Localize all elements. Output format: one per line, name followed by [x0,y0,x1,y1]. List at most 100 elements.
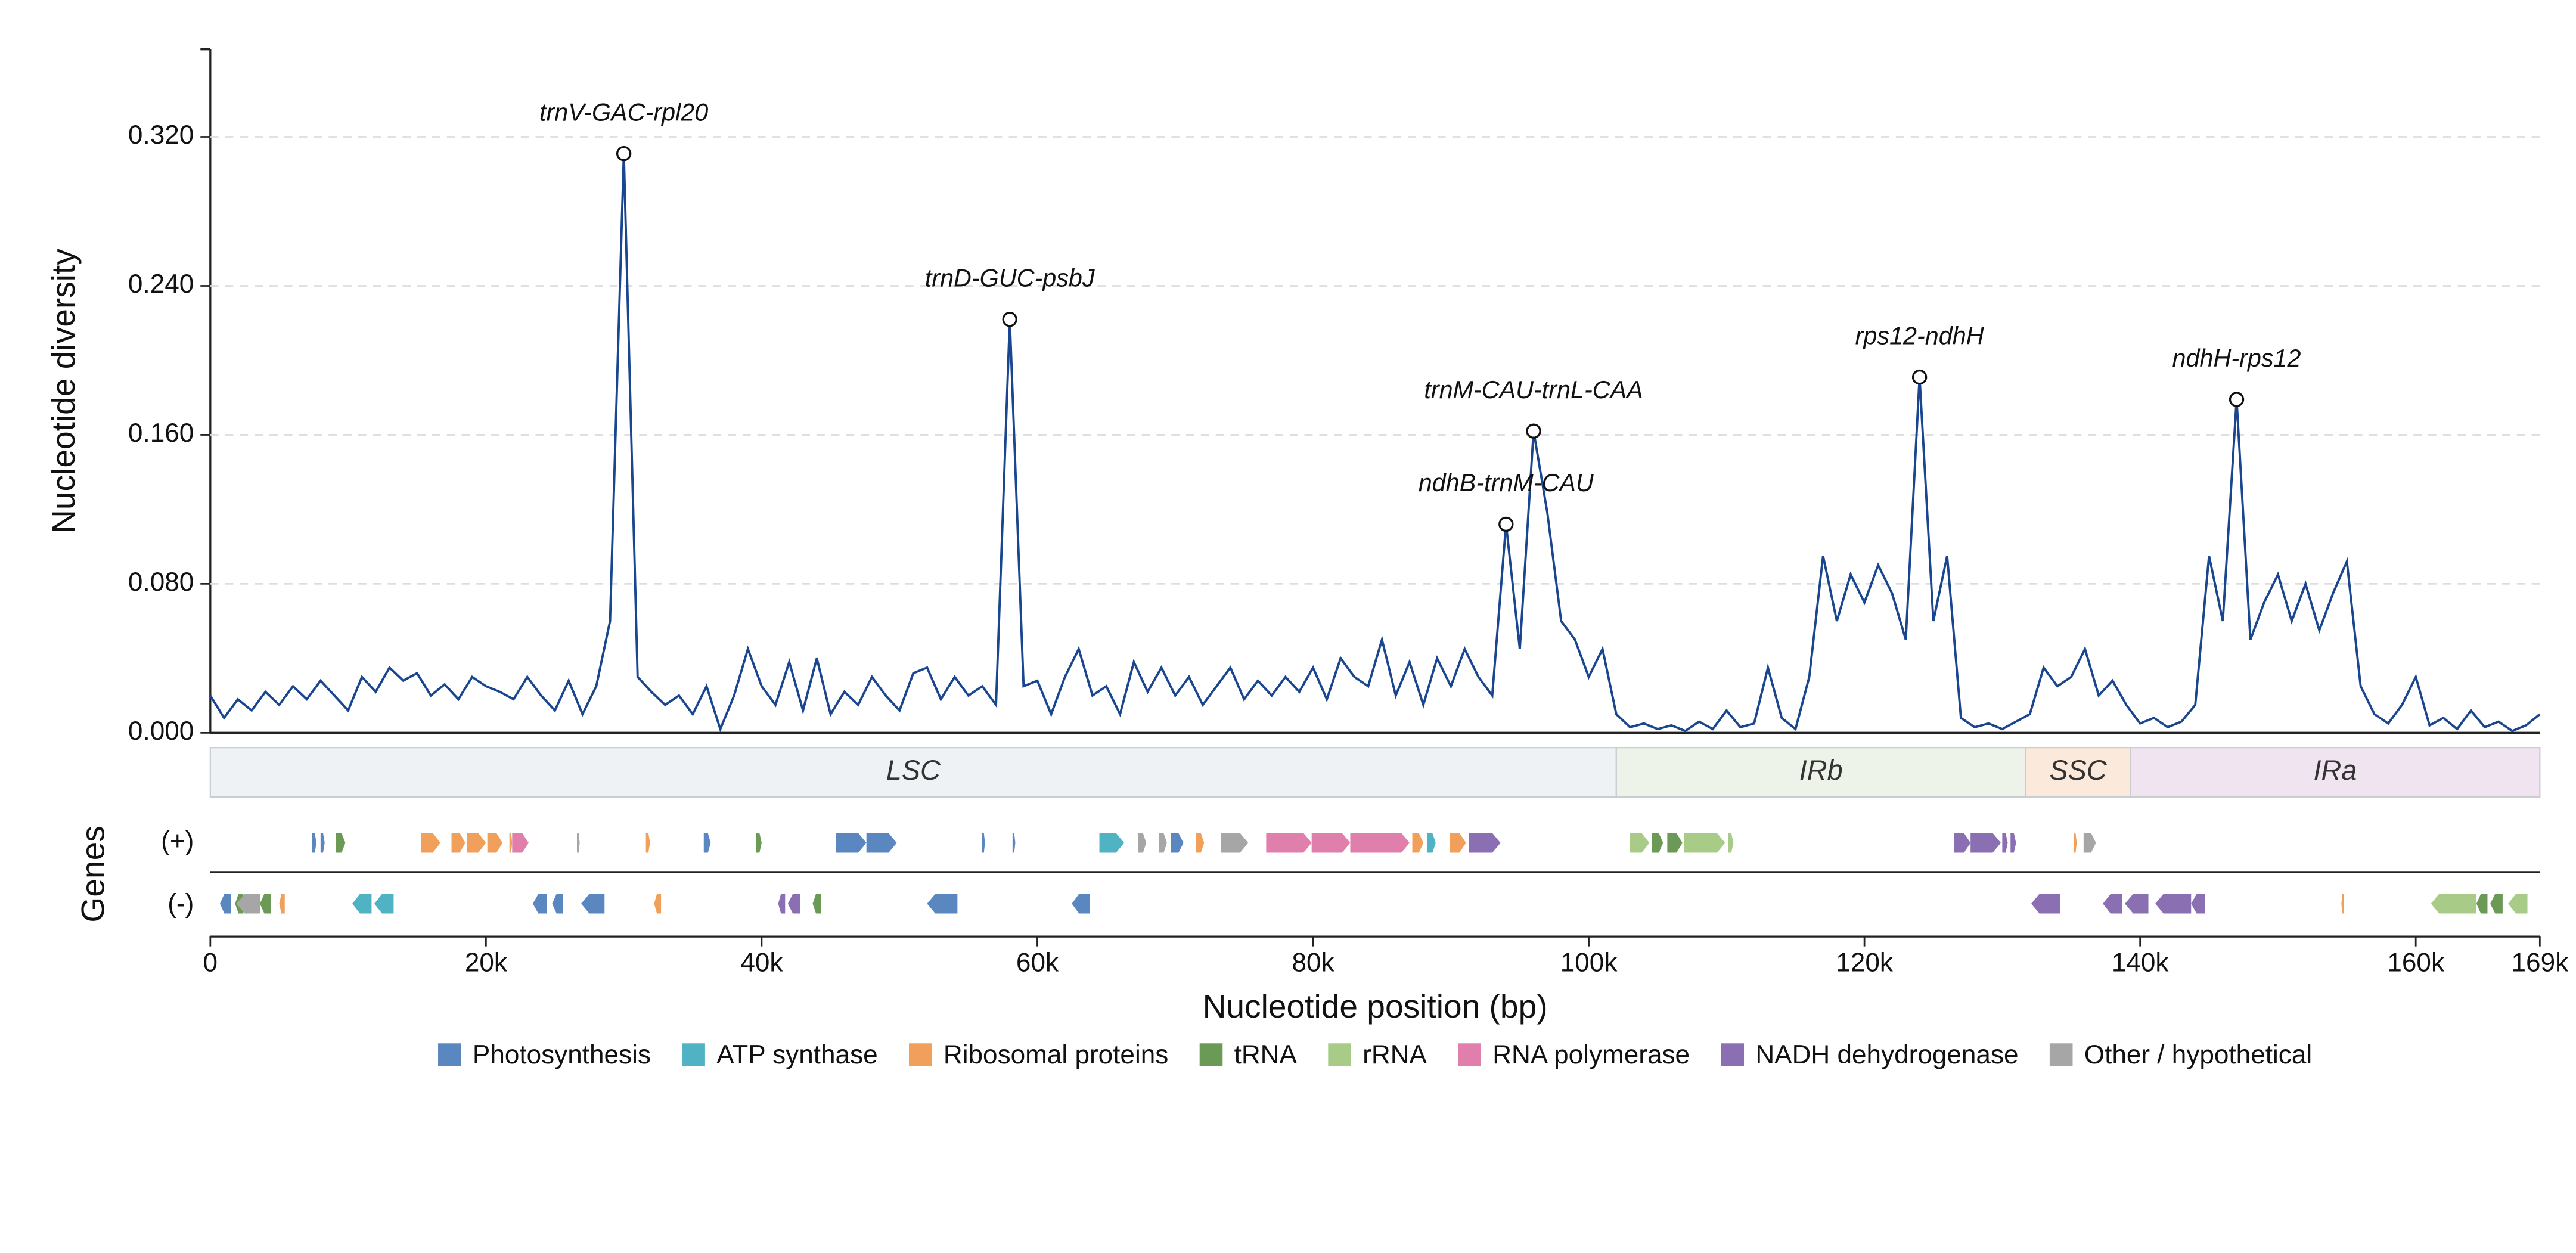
legend: Photosynthesis ATP synthase Ribosomal prot… [438,1040,2312,1069]
legend-swatch [682,1043,705,1066]
gene-arrow [1728,833,1734,853]
gene-arrow [812,894,821,914]
gene-arrow [487,833,503,853]
gene-arrow [778,894,786,914]
gene-arrow [320,833,325,853]
legend-label: ATP synthase [716,1040,877,1069]
y-tick-label: 0.000 [128,717,194,746]
gene-arrow [2431,894,2476,914]
gene-arrow [2010,833,2016,853]
legend-swatch [438,1043,461,1066]
region-label: SSC [2049,755,2107,786]
gene-arrow [1266,833,1312,853]
minus-strand-label: (-) [167,889,194,918]
gene-arrow [2341,894,2344,914]
region-band [209,747,1617,798]
peak-marker [616,145,632,162]
gene-arrow [1427,833,1436,853]
diversity-line [209,153,2541,733]
y-tick-label: 0.080 [128,567,194,597]
gene-arrow [466,833,486,853]
gene-arrow [927,894,958,914]
region-label: IRa [2313,755,2357,786]
gene-arrow [1630,833,1650,853]
gene-arrow [1138,833,1147,853]
legend-swatch [1328,1043,1351,1066]
peak-label: ndhB-trnM-CAU [1419,469,1594,497]
x-axis-label: Nucleotide position (bp) [1203,988,1548,1025]
gene-arrow [756,833,762,853]
x-tick-label: 60k [1016,948,1059,978]
gene-arrow [220,894,231,914]
gene-arrow [279,894,285,914]
x-tick-label: 120k [1836,948,1894,978]
gene-arrow [1469,833,1501,853]
peak-label: trnV-GAC-rpl20 [539,98,708,126]
gene-arrow [312,833,316,853]
gene-arrow [1954,833,1971,853]
gene-arrow [866,833,897,853]
gene-arrow [645,833,650,853]
peak-marker [1911,369,1928,385]
peak-label: trnD-GUC-psbJ [925,264,1095,291]
gene-arrow [836,833,867,853]
gene-arrow [1311,833,1351,853]
gene-arrow [1171,833,1184,853]
legend-label: NADH dehydrogenase [1755,1040,2018,1069]
gene-arrow [1158,833,1167,853]
legend-swatch [2049,1043,2073,1066]
gene-arrow [352,894,372,914]
legend-label: Ribosomal proteins [944,1040,1168,1069]
peak-label: rps12-ndhH [1855,322,1984,349]
gene-arrow [336,833,346,853]
x-tick-label: 80k [1292,948,1334,978]
gene-arrow [703,833,711,853]
legend-label: Other / hypothetical [2084,1040,2312,1069]
gene-arrow [421,833,441,853]
legend-label: rRNA [1363,1040,1427,1069]
gene-arrow [1652,833,1663,853]
region-band [2130,747,2541,798]
gene-arrow [654,894,662,914]
peak-label: ndhH-rps12 [2172,345,2301,372]
gene-arrow [2508,894,2528,914]
gene-arrow [982,833,985,853]
gene-arrow [1449,833,1466,853]
gene-arrow [2155,894,2192,914]
peak-marker [1526,423,1541,439]
gene-arrow [1350,833,1410,853]
plus-strand-label: (+) [161,827,194,856]
gene-arrow [2476,894,2488,914]
gene-arrow [2083,833,2096,853]
peak-label: trnM-CAU-trnL-CAA [1424,376,1643,404]
legend-swatch [1458,1043,1481,1066]
gene-arrow [1196,833,1205,853]
gene-arrow [552,894,563,914]
gene-arrow [1412,833,1424,853]
x-tick-label: 20k [465,948,508,978]
legend-label: tRNA [1234,1040,1298,1069]
gene-arrow [512,833,529,853]
gene-arrow [581,894,605,914]
x-tick-label: 100k [1560,948,1618,978]
peak-marker [2229,392,2245,407]
y-tick-label: 0.320 [128,120,194,150]
gene-arrow [374,894,394,914]
gene-arrow [1221,833,1249,853]
y-tick-label: 0.160 [128,418,194,448]
legend-swatch [1199,1043,1223,1066]
gene-arrow [2125,894,2149,914]
y-tick-label: 0.240 [128,269,194,299]
gene-arrow [451,833,465,853]
gene-arrow [2103,894,2122,914]
peak-marker [1002,312,1017,327]
x-tick-label: 0 [203,948,218,978]
region-label: LSC [886,755,941,786]
peak-marker [1498,516,1514,532]
gene-arrow [1970,833,2001,853]
gene-arrow [787,894,800,914]
x-tick-label: 140k [2112,948,2170,978]
gene-arrow [2490,894,2503,914]
legend-label: Photosynthesis [473,1040,651,1069]
gene-arrow [236,894,260,914]
